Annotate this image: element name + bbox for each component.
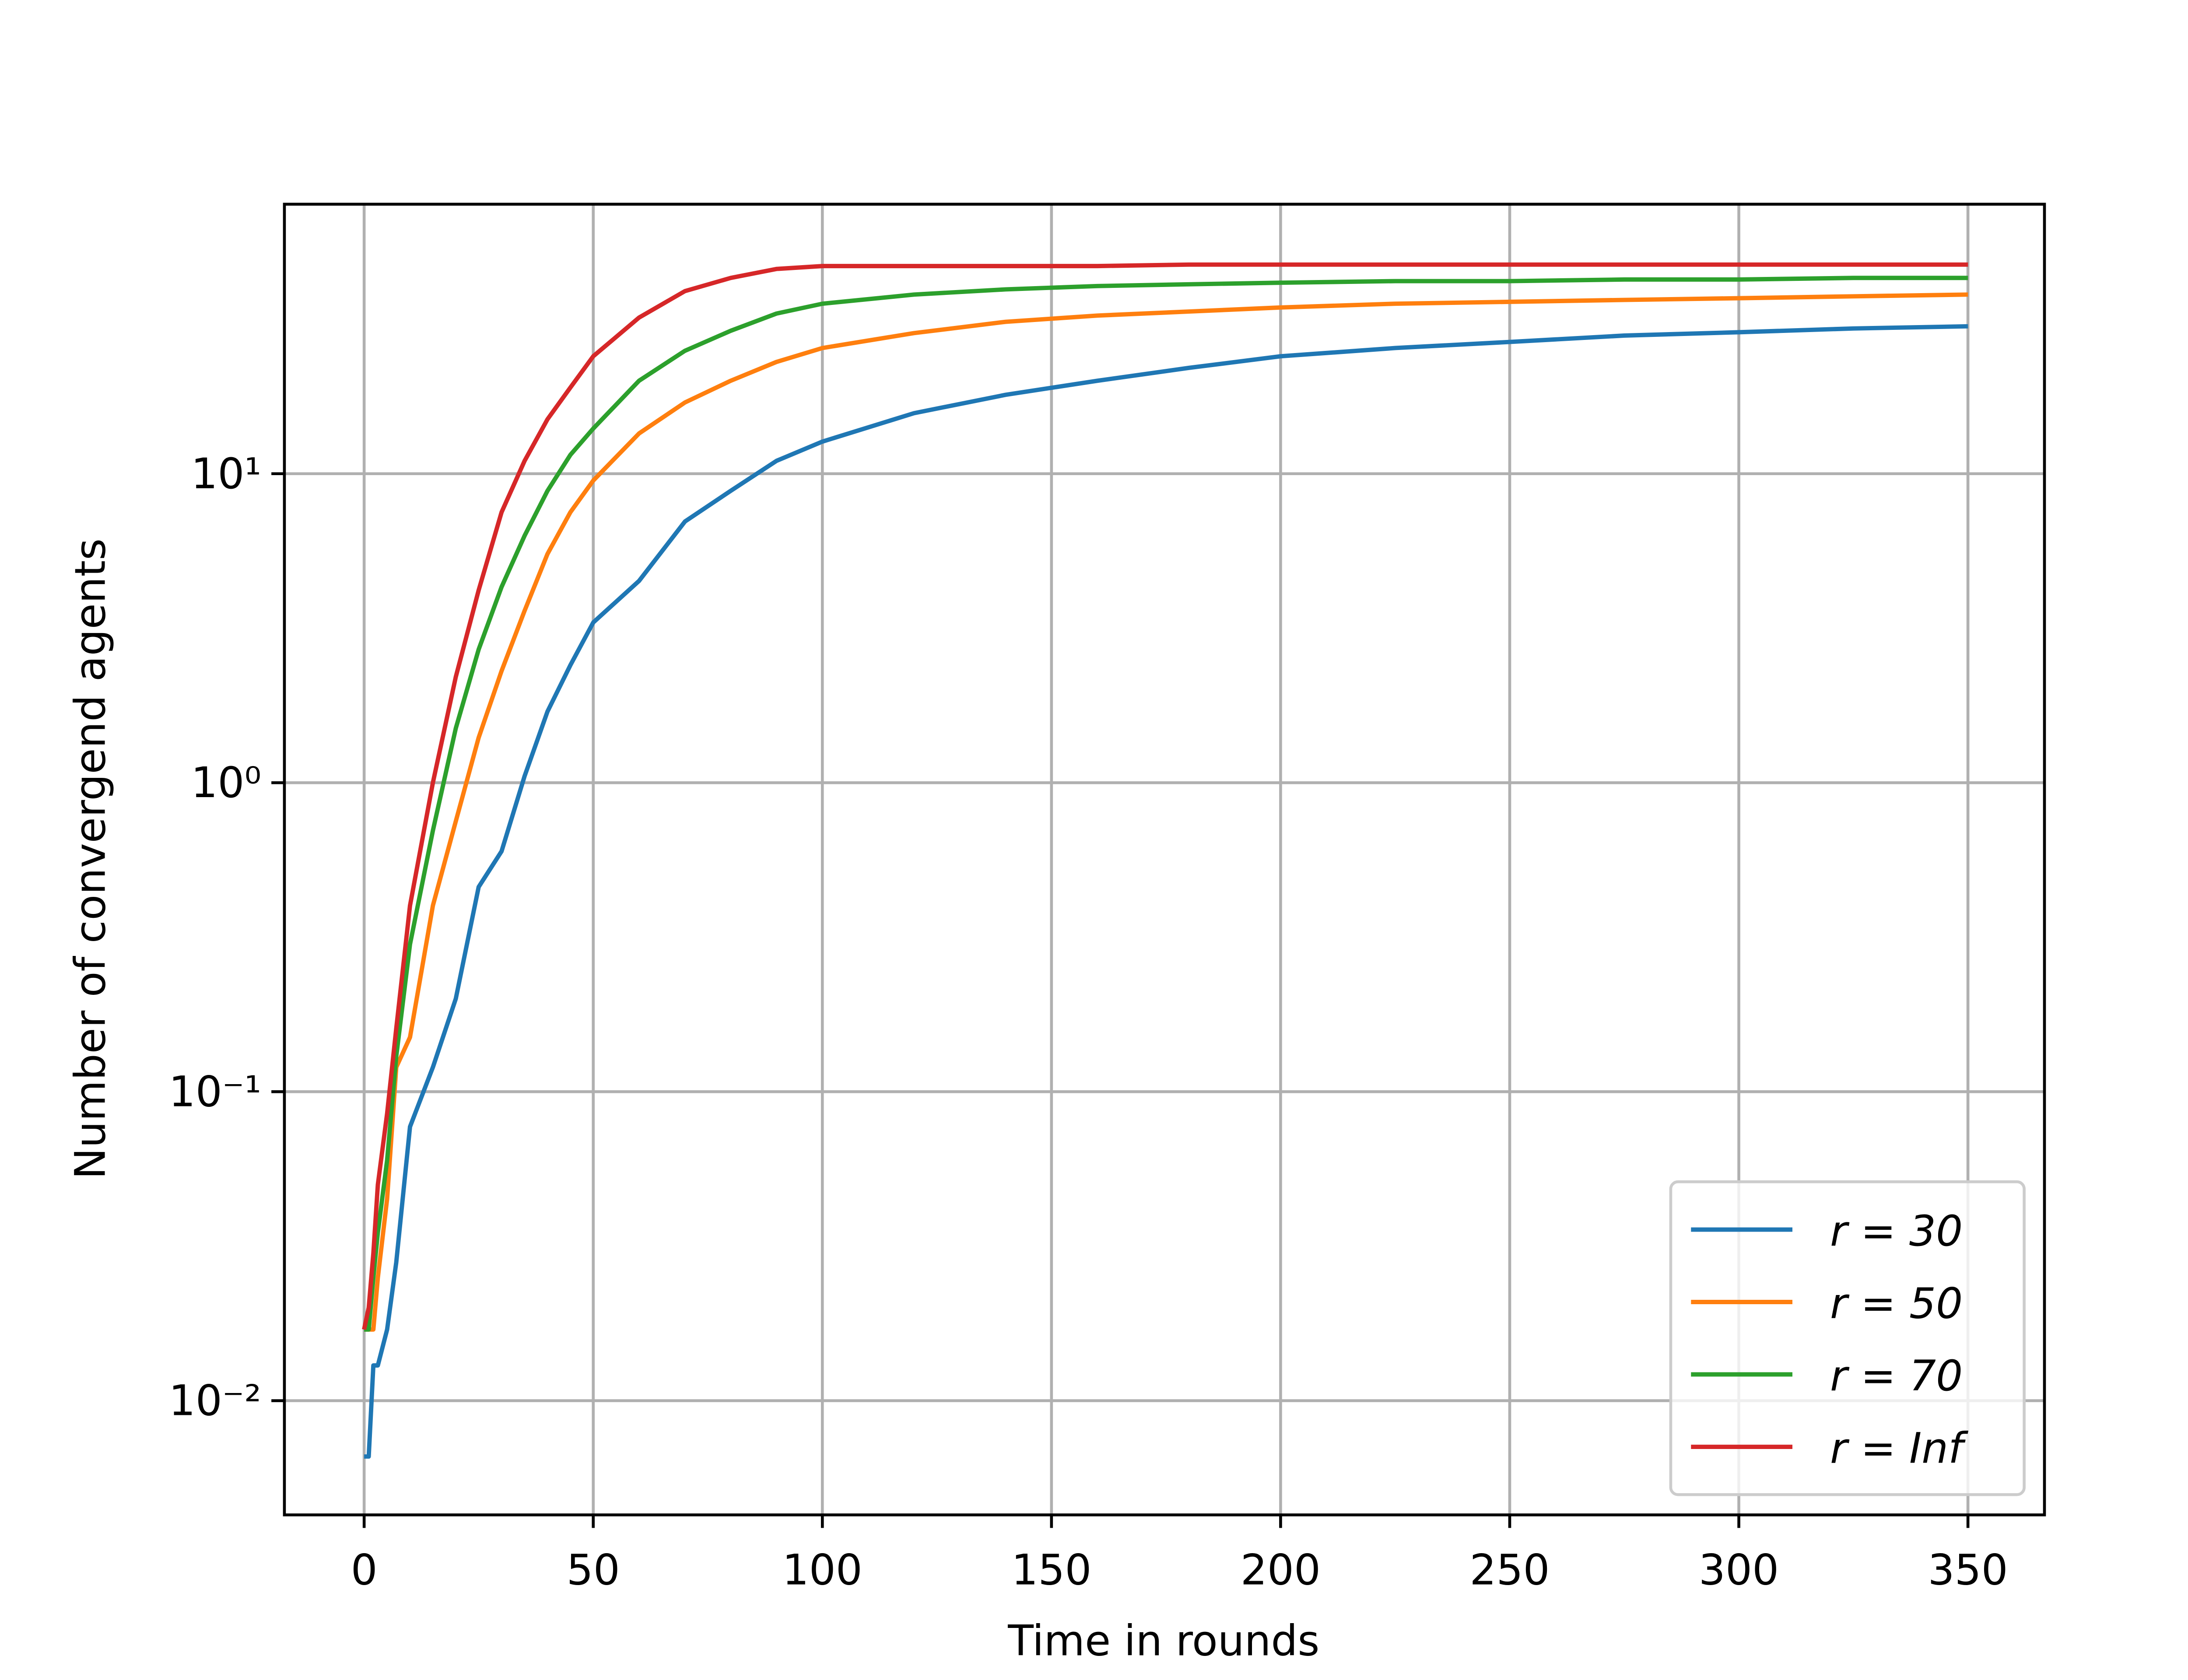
x-axis-label: Time in rounds [1007,1617,1319,1666]
data-line [362,262,1968,1330]
x-tick-label: 50 [567,1546,620,1595]
legend: r = 30 r = 50 r = 70 r = Inf [1669,1180,2026,1496]
x-tick-label: 0 [351,1546,378,1595]
legend-box [1669,1180,2026,1496]
legend-label: r = 50 [1830,1279,1963,1328]
x-tick-label: 350 [1928,1546,2008,1595]
y-tick-label: 10¹ [191,449,261,498]
legend-label: r = Inf [1830,1424,1968,1473]
legend-label: r = 30 [1830,1207,1963,1256]
y-tick-label: 10⁰ [191,758,261,807]
x-tick-label: 100 [782,1546,863,1595]
x-tick-label: 150 [1011,1546,1091,1595]
data-line [364,276,1968,1332]
legend-label: r = 70 [1830,1351,1963,1400]
x-tick-label: 300 [1699,1546,1779,1595]
plot-frame [283,203,2046,1516]
y-tick-label: 10⁻² [169,1376,261,1425]
y-tick-label: 10⁻¹ [169,1067,261,1116]
data-line [364,324,1968,1459]
y-axis-label: Number of convergend agents [66,539,115,1180]
x-tick-label: 250 [1469,1546,1550,1595]
x-tick-label: 200 [1241,1546,1321,1595]
